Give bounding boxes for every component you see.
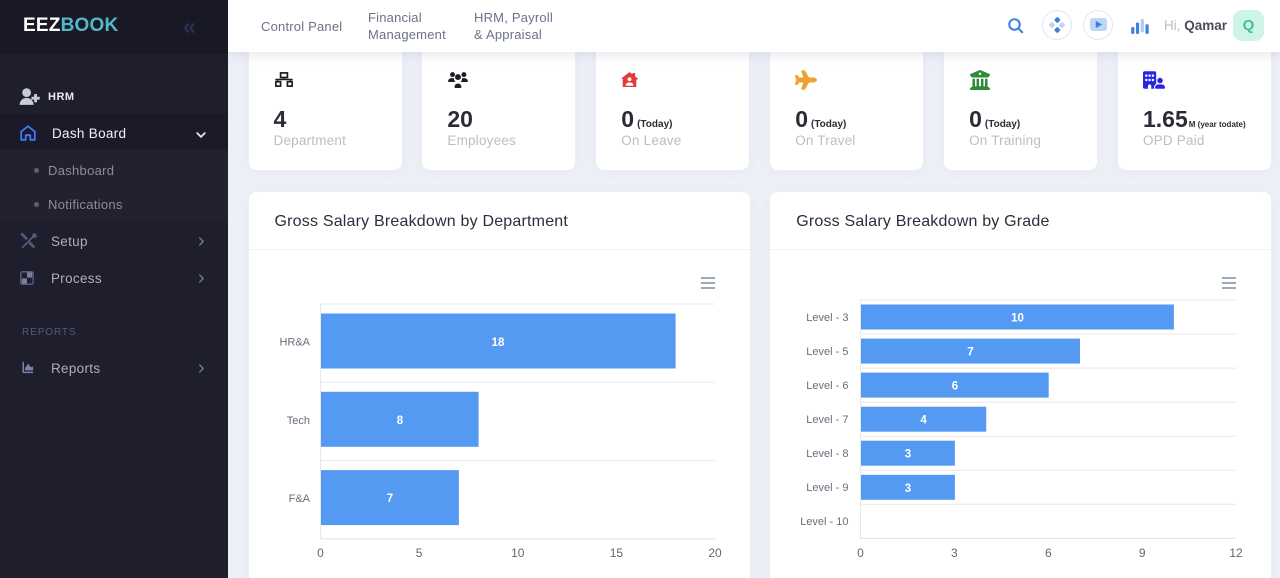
svg-text:Tech: Tech bbox=[286, 415, 309, 427]
svg-text:3: 3 bbox=[951, 546, 958, 560]
svg-text:0: 0 bbox=[857, 546, 864, 560]
svg-text:4: 4 bbox=[921, 415, 928, 427]
svg-text:Level - 8: Level - 8 bbox=[806, 448, 848, 460]
svg-text:18: 18 bbox=[491, 337, 504, 349]
svg-text:6: 6 bbox=[952, 381, 958, 393]
svg-text:10: 10 bbox=[1011, 313, 1024, 325]
svg-text:Level - 9: Level - 9 bbox=[806, 482, 848, 494]
svg-text:9: 9 bbox=[1139, 546, 1146, 560]
svg-text:Level - 7: Level - 7 bbox=[806, 414, 848, 426]
svg-text:3: 3 bbox=[905, 483, 911, 495]
svg-text:6: 6 bbox=[1045, 546, 1052, 560]
svg-text:F&A: F&A bbox=[288, 493, 310, 505]
svg-text:0: 0 bbox=[317, 546, 324, 560]
svg-text:Level - 10: Level - 10 bbox=[800, 516, 848, 528]
svg-text:10: 10 bbox=[511, 546, 525, 560]
svg-text:8: 8 bbox=[396, 415, 403, 427]
svg-text:12: 12 bbox=[1230, 546, 1244, 560]
svg-text:20: 20 bbox=[708, 546, 722, 560]
svg-text:HR&A: HR&A bbox=[279, 337, 310, 349]
svg-text:5: 5 bbox=[415, 546, 422, 560]
svg-text:15: 15 bbox=[609, 546, 623, 560]
svg-text:7: 7 bbox=[967, 347, 973, 359]
svg-text:7: 7 bbox=[386, 493, 392, 505]
svg-text:Level - 5: Level - 5 bbox=[806, 346, 848, 358]
svg-text:3: 3 bbox=[905, 449, 911, 461]
svg-text:Level - 6: Level - 6 bbox=[806, 380, 848, 392]
svg-text:Level - 3: Level - 3 bbox=[806, 312, 848, 324]
